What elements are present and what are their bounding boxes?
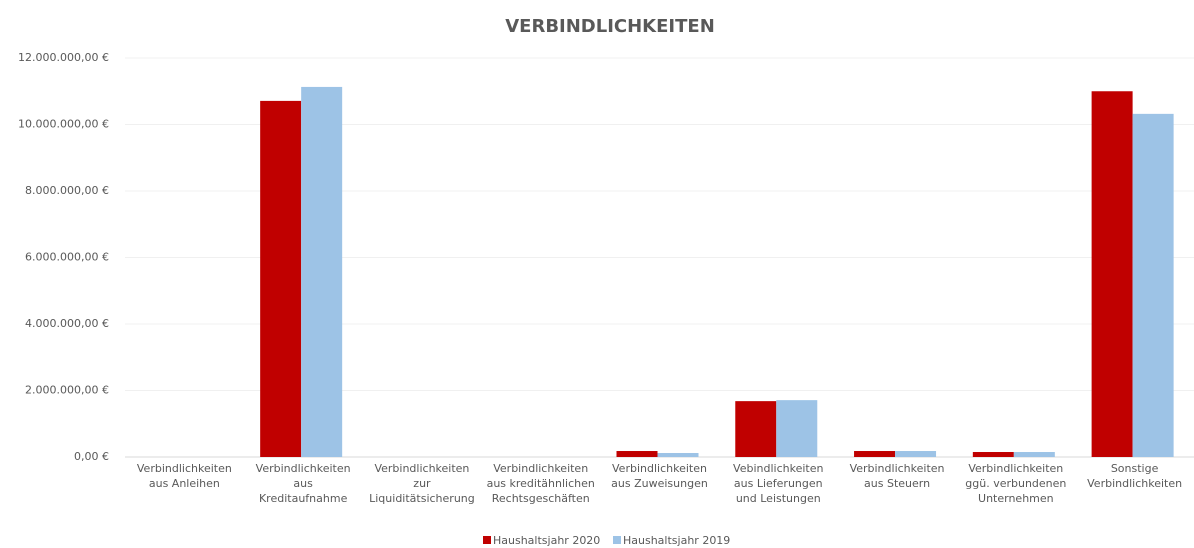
bar: [1132, 113, 1174, 458]
bar: [260, 100, 302, 457]
legend-label: Haushaltsjahr 2020: [493, 534, 600, 547]
y-tick-label: 8.000.000,00 €: [25, 184, 109, 197]
bar: [854, 451, 896, 457]
legend-label: Haushaltsjahr 2019: [623, 534, 730, 547]
x-tick-label: Verbindlichkeiten aus kreditähnlichen Re…: [486, 462, 595, 505]
legend-swatch: [613, 536, 621, 544]
bar: [895, 451, 937, 457]
y-tick-label: 2.000.000,00 €: [25, 384, 109, 397]
bar: [301, 86, 343, 458]
y-tick-label: 6.000.000,00 €: [25, 251, 109, 264]
y-tick-label: 10.000.000,00 €: [18, 118, 109, 131]
y-tick-label: 12.000.000,00 €: [18, 51, 109, 64]
bar: [776, 400, 818, 457]
legend-swatch: [483, 536, 491, 544]
x-tick-label: Sonstige Verbindlichkeiten: [1087, 462, 1183, 490]
x-tick-label: Verbindlichkeiten ggü. verbundenen Unter…: [965, 462, 1067, 505]
chart-title: VERBINDLICHKEITEN: [505, 16, 715, 37]
bar: [735, 401, 777, 457]
x-tick-label: Vebindlichkeiten aus Lieferungen und Lei…: [733, 462, 824, 505]
y-tick-label: 4.000.000,00 €: [25, 317, 109, 330]
x-tick-label: Verbindlichkeiten aus Kreditaufnahme: [255, 462, 351, 505]
x-tick-label: Verbindlichkeiten aus Steuern: [849, 462, 945, 490]
bar: [1091, 91, 1133, 457]
bar: [972, 452, 1014, 457]
x-tick-label: Verbindlichkeiten aus Anleihen: [136, 462, 232, 490]
x-tick-label: Verbindlichkeiten zur Liquiditätsicherun…: [369, 462, 475, 505]
bar: [616, 451, 658, 457]
bar: [1013, 452, 1055, 457]
bar: [657, 453, 699, 457]
x-tick-label: Verbindlichkeiten aus Zuweisungen: [611, 462, 708, 490]
y-tick-label: 0,00 €: [74, 450, 109, 463]
